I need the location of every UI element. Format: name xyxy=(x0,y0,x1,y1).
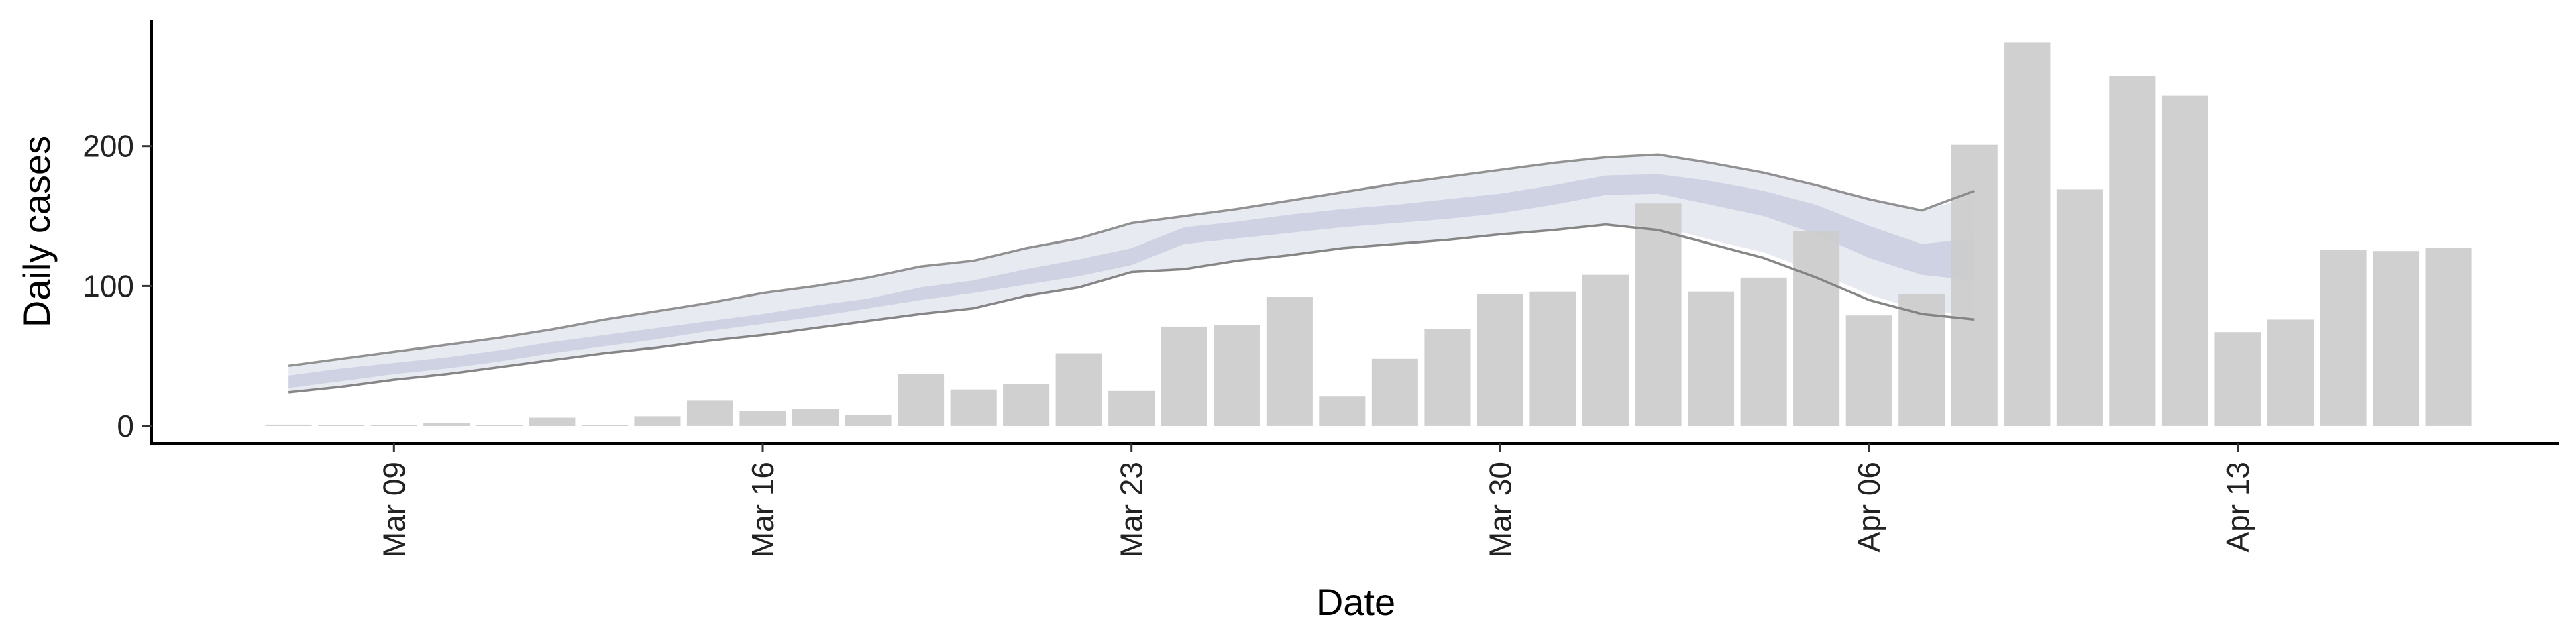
x-tick-label-2020-03-30: Mar 30 xyxy=(1483,462,1518,557)
bar-2020-03-23 xyxy=(1108,390,1155,426)
x-tick-label-2020-03-09: Mar 09 xyxy=(376,462,411,557)
bar-2020-03-21 xyxy=(1003,384,1050,426)
bar-2020-04-12 xyxy=(2161,95,2208,426)
bar-2020-03-09 xyxy=(370,425,417,426)
bar-2020-03-24 xyxy=(1161,326,1208,426)
bar-2020-03-07 xyxy=(265,424,312,426)
bar-2020-03-27 xyxy=(1319,396,1366,426)
bar-2020-03-16 xyxy=(739,411,786,426)
bar-2020-03-12 xyxy=(529,417,576,426)
bar-2020-03-20 xyxy=(950,389,997,426)
bar-2020-03-10 xyxy=(423,423,470,426)
bar-2020-03-31 xyxy=(1529,291,1576,426)
bar-2020-04-08 xyxy=(1951,144,1998,426)
bar-2020-04-03 xyxy=(1688,291,1735,426)
bar-2020-04-10 xyxy=(2056,189,2103,426)
bar-2020-03-25 xyxy=(1214,325,1260,426)
bar-2020-04-04 xyxy=(1740,277,1787,426)
bar-2020-04-17 xyxy=(2425,248,2472,426)
y-tick-label-200: 200 xyxy=(83,129,134,164)
inner-interval-band xyxy=(288,174,1975,388)
bar-2020-03-28 xyxy=(1371,358,1418,426)
bar-2020-04-14 xyxy=(2267,319,2314,426)
bar-series xyxy=(265,42,2472,426)
lower-edge-line xyxy=(288,223,1975,394)
bar-2020-03-14 xyxy=(634,416,681,426)
outer-interval-band xyxy=(288,154,1975,392)
bar-2020-03-11 xyxy=(476,425,523,426)
bar-2020-04-01 xyxy=(1582,274,1629,426)
y-tick-label-100: 100 xyxy=(83,268,134,303)
bar-2020-03-29 xyxy=(1424,329,1471,426)
bar-2020-03-17 xyxy=(792,409,839,426)
upper-edge-line xyxy=(288,153,1975,368)
y-axis-title: Daily cases xyxy=(15,136,58,327)
bar-2020-04-13 xyxy=(2214,332,2261,426)
x-axis-title: Date xyxy=(1316,581,1395,623)
bar-2020-04-15 xyxy=(2320,250,2367,426)
bar-2020-03-26 xyxy=(1266,297,1313,426)
axes xyxy=(150,20,2559,445)
x-tick-label-2020-03-16: Mar 16 xyxy=(745,462,780,557)
estimate-edges xyxy=(288,153,1975,394)
bar-2020-03-18 xyxy=(845,415,892,426)
bar-2020-04-02 xyxy=(1635,203,1682,426)
bar-2020-04-05 xyxy=(1793,231,1840,426)
bar-2020-04-16 xyxy=(2373,251,2420,426)
x-tick-label-2020-04-06: Apr 06 xyxy=(1851,462,1886,553)
bar-2020-04-06 xyxy=(1845,315,1892,426)
x-tick-label-2020-04-13: Apr 13 xyxy=(2220,462,2255,553)
x-tick-label-2020-03-23: Mar 23 xyxy=(1114,462,1149,557)
bar-2020-04-11 xyxy=(2109,76,2156,426)
y-tick-label-0: 0 xyxy=(117,409,134,443)
bar-2020-04-09 xyxy=(2004,42,2051,426)
bar-2020-03-15 xyxy=(686,400,733,426)
bar-2020-03-08 xyxy=(318,425,365,426)
tick-group: Mar 09 Mar 16 Mar 23 Mar 30 Apr 06 Apr 13 0 100… xyxy=(83,129,2255,557)
estimate-bands xyxy=(288,154,1975,392)
bar-2020-03-19 xyxy=(898,374,945,426)
bar-2020-03-13 xyxy=(581,425,628,426)
bar-2020-03-22 xyxy=(1055,353,1102,426)
bar-2020-03-30 xyxy=(1477,294,1523,426)
